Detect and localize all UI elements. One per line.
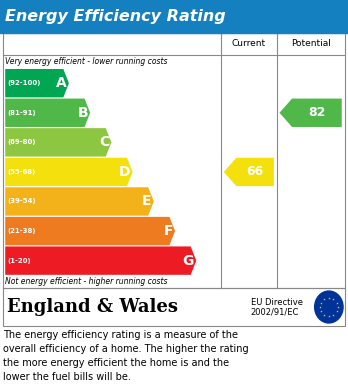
Text: C: C <box>99 135 109 149</box>
Text: EU Directive: EU Directive <box>251 298 302 307</box>
Bar <box>0 0 348 33</box>
Text: E: E <box>142 194 152 208</box>
Text: 2002/91/EC: 2002/91/EC <box>251 307 299 316</box>
Text: G: G <box>183 254 194 267</box>
Text: (81-91): (81-91) <box>7 110 36 116</box>
Text: (1-20): (1-20) <box>7 258 31 264</box>
Circle shape <box>315 291 343 323</box>
Text: 66: 66 <box>246 165 264 178</box>
Text: overall efficiency of a home. The higher the rating: overall efficiency of a home. The higher… <box>3 344 249 354</box>
Polygon shape <box>5 69 69 97</box>
Text: A: A <box>56 76 67 90</box>
Text: B: B <box>77 106 88 120</box>
Polygon shape <box>5 128 111 156</box>
Text: Current: Current <box>232 39 266 48</box>
Text: D: D <box>119 165 130 179</box>
Polygon shape <box>5 187 154 216</box>
Text: 82: 82 <box>308 106 326 119</box>
Text: Very energy efficient - lower running costs: Very energy efficient - lower running co… <box>5 57 168 66</box>
Text: (69-80): (69-80) <box>7 139 36 145</box>
Text: (55-68): (55-68) <box>7 169 35 175</box>
Text: Energy Efficiency Rating: Energy Efficiency Rating <box>5 9 226 24</box>
Polygon shape <box>5 158 133 186</box>
Text: The energy efficiency rating is a measure of the: The energy efficiency rating is a measur… <box>3 330 238 340</box>
Polygon shape <box>5 246 196 275</box>
Text: F: F <box>163 224 173 238</box>
Text: the more energy efficient the home is and the: the more energy efficient the home is an… <box>3 358 230 368</box>
Bar <box>3 33 345 288</box>
Bar <box>3 288 345 326</box>
Text: (92-100): (92-100) <box>7 80 41 86</box>
Polygon shape <box>224 158 274 186</box>
Text: Not energy efficient - higher running costs: Not energy efficient - higher running co… <box>5 278 168 287</box>
Text: England & Wales: England & Wales <box>7 298 178 316</box>
Polygon shape <box>5 99 90 127</box>
Text: (39-54): (39-54) <box>7 199 36 204</box>
Polygon shape <box>5 217 175 245</box>
Text: Potential: Potential <box>291 39 331 48</box>
Polygon shape <box>279 99 342 127</box>
Text: lower the fuel bills will be.: lower the fuel bills will be. <box>3 372 131 382</box>
Text: (21-38): (21-38) <box>7 228 36 234</box>
